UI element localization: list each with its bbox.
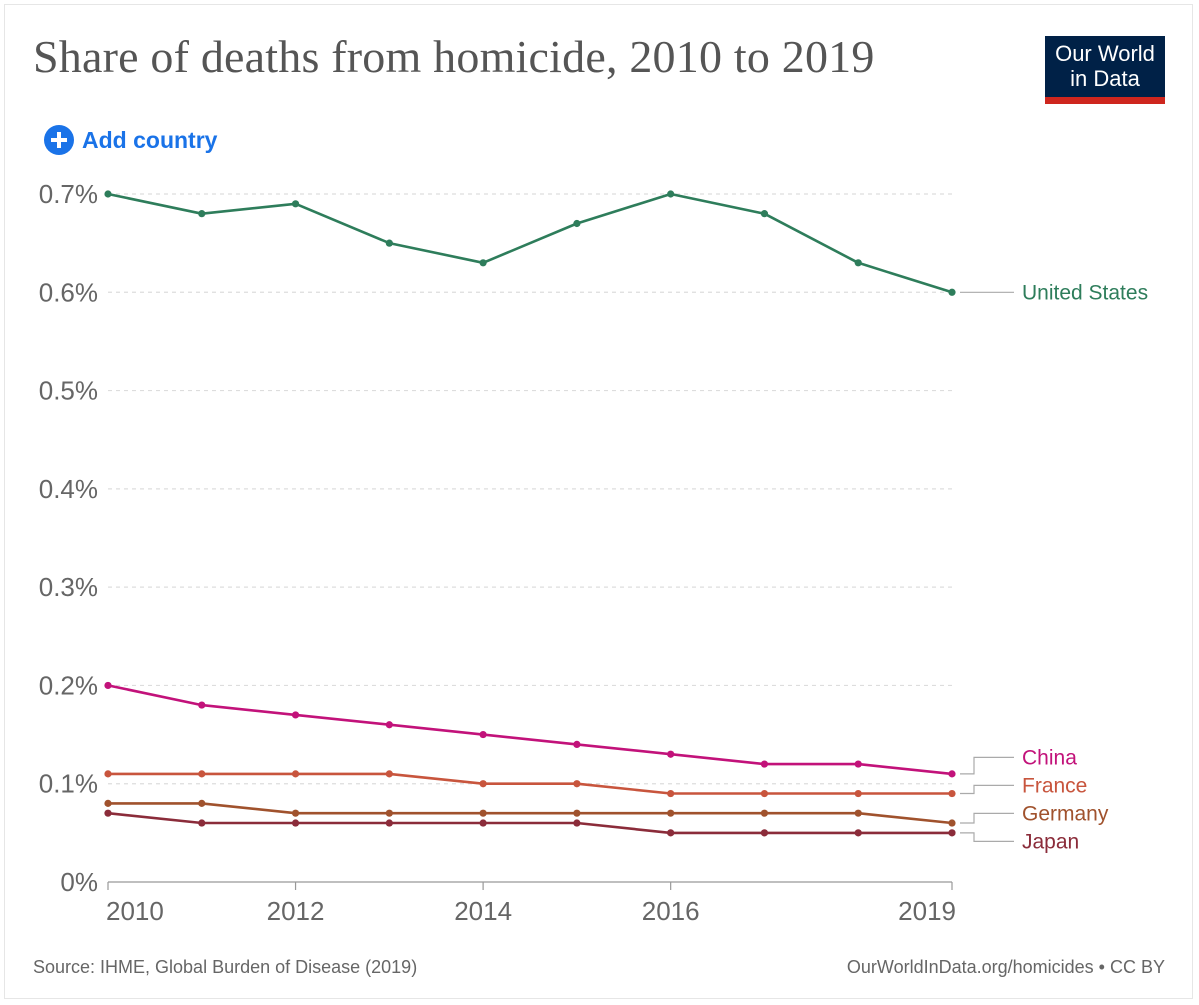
series-line-china[interactable]	[107, 684, 953, 776]
license-link[interactable]: OurWorldInData.org/homicides • CC BY	[846, 957, 1165, 977]
data-point-china[interactable]	[854, 760, 862, 768]
data-point-united-states[interactable]	[479, 259, 487, 267]
data-point-japan[interactable]	[667, 829, 675, 837]
series-line-united-states[interactable]	[107, 192, 953, 294]
data-point-japan[interactable]	[198, 819, 206, 827]
data-point-japan[interactable]	[479, 819, 487, 827]
data-point-germany[interactable]	[573, 809, 581, 817]
label-connector	[960, 832, 1014, 842]
series-label-france[interactable]: France	[1022, 774, 1087, 797]
data-point-china[interactable]	[385, 721, 393, 729]
source-note: Source: IHME, Global Burden of Disease (…	[33, 957, 418, 977]
add-country-label: Add country	[82, 126, 218, 153]
data-point-china[interactable]	[667, 750, 675, 758]
y-tick-label: 0.4%	[39, 474, 98, 504]
data-point-france[interactable]	[948, 789, 956, 798]
series-label-japan[interactable]: Japan	[1022, 830, 1079, 853]
data-point-united-states[interactable]	[104, 190, 112, 198]
data-point-france[interactable]	[479, 780, 487, 788]
data-point-france[interactable]	[854, 789, 862, 798]
x-tick-label: 2010	[106, 896, 164, 926]
y-tick-label: 0.3%	[39, 572, 98, 602]
page-title: Share of deaths from homicide, 2010 to 2…	[33, 31, 875, 82]
logo-line2: in Data	[1070, 66, 1140, 91]
logo-accent-bar	[1045, 97, 1165, 104]
data-point-china[interactable]	[291, 711, 300, 719]
x-tick-label: 2016	[642, 896, 700, 926]
owid-logo[interactable]: Our World in Data	[1045, 36, 1165, 104]
data-point-china[interactable]	[479, 730, 487, 739]
x-tick-label: 2019	[898, 896, 956, 926]
data-point-germany[interactable]	[854, 809, 862, 817]
label-connector	[960, 812, 1014, 824]
data-point-france[interactable]	[760, 789, 769, 798]
y-tick-label: 0.5%	[39, 376, 98, 406]
series-label-united-states[interactable]: United States	[1022, 281, 1148, 304]
label-connector	[960, 784, 1014, 795]
data-point-germany[interactable]	[760, 809, 769, 817]
data-point-japan[interactable]	[385, 819, 393, 827]
label-connector	[960, 756, 1014, 775]
data-point-japan[interactable]	[573, 819, 581, 827]
data-point-china[interactable]	[198, 701, 206, 709]
y-tick-label: 0.1%	[39, 769, 98, 799]
data-point-germany[interactable]	[479, 809, 487, 817]
data-point-united-states[interactable]	[667, 190, 675, 198]
series-line-france[interactable]	[108, 772, 952, 795]
data-point-japan[interactable]	[760, 829, 769, 837]
add-country-button[interactable]: Add country	[44, 124, 217, 156]
logo-line1: Our World	[1055, 41, 1155, 66]
data-point-japan[interactable]	[291, 819, 300, 827]
data-point-united-states[interactable]	[760, 210, 769, 218]
data-point-united-states[interactable]	[573, 219, 581, 228]
y-tick-label: 0.7%	[39, 179, 98, 209]
data-point-germany[interactable]	[667, 809, 675, 817]
data-point-germany[interactable]	[385, 809, 393, 817]
data-point-germany[interactable]	[198, 799, 206, 807]
series-line-germany[interactable]	[108, 802, 953, 825]
data-point-france[interactable]	[198, 770, 206, 778]
data-point-france[interactable]	[573, 780, 581, 788]
data-point-japan[interactable]	[948, 829, 956, 837]
data-point-united-states[interactable]	[854, 259, 862, 267]
data-point-china[interactable]	[948, 770, 956, 778]
data-point-japan[interactable]	[854, 829, 862, 837]
data-point-japan[interactable]	[104, 809, 112, 817]
x-tick-label: 2014	[454, 896, 512, 926]
series-label-china[interactable]: China	[1022, 746, 1077, 769]
chart-frame	[4, 4, 1193, 999]
data-point-united-states[interactable]	[948, 288, 956, 296]
data-point-france[interactable]	[385, 770, 393, 778]
data-point-france[interactable]	[104, 770, 112, 778]
y-tick-label: 0%	[60, 867, 98, 897]
y-tick-label: 0.6%	[39, 277, 98, 307]
data-point-germany[interactable]	[948, 819, 956, 827]
plus-circle-icon	[44, 125, 74, 155]
data-point-united-states[interactable]	[198, 210, 206, 218]
y-tick-label: 0.2%	[39, 670, 98, 700]
data-point-united-states[interactable]	[291, 200, 300, 208]
data-point-china[interactable]	[104, 681, 112, 690]
series-label-germany[interactable]: Germany	[1022, 802, 1109, 825]
data-point-china[interactable]	[760, 760, 769, 768]
data-point-germany[interactable]	[104, 799, 112, 807]
data-point-germany[interactable]	[291, 809, 300, 817]
series-line-japan[interactable]	[107, 811, 952, 835]
x-tick-label: 2012	[267, 896, 325, 926]
data-point-united-states[interactable]	[385, 239, 393, 247]
data-point-france[interactable]	[291, 770, 300, 778]
data-point-france[interactable]	[667, 789, 675, 798]
data-point-china[interactable]	[573, 740, 581, 749]
